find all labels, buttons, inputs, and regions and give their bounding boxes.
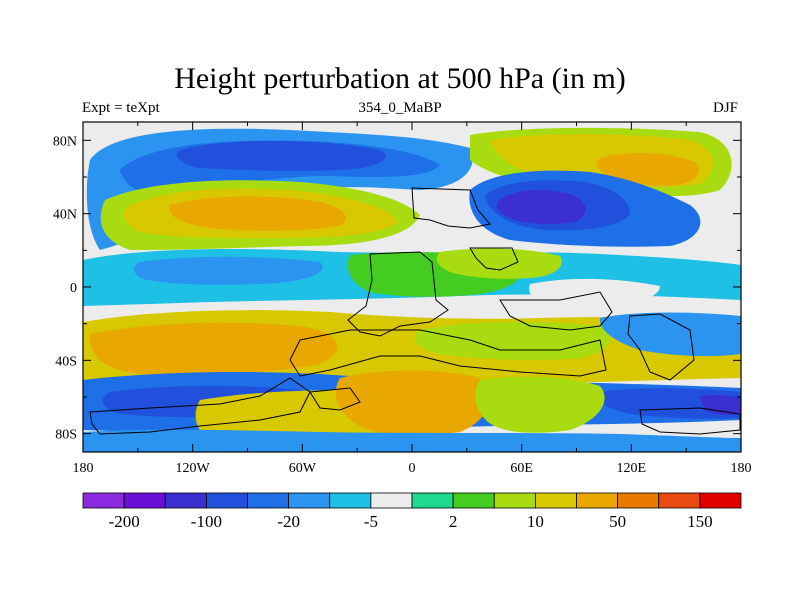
colorbar-label: 150 (687, 512, 713, 531)
colorbar-label: 10 (527, 512, 544, 531)
coastline-outlines (89, 187, 741, 435)
lon-tick-label: 180 (731, 461, 752, 476)
colorbar-swatch (699, 492, 742, 509)
colorbar-swatch (493, 492, 536, 509)
colorbar-label: -100 (191, 512, 222, 531)
lat-tick-label: 80N (53, 134, 77, 149)
time-period-label: 354_0_MaBP (358, 100, 442, 116)
colorbar-swatch (452, 492, 495, 509)
colorbar-swatch (370, 492, 413, 509)
colorbar-swatch (329, 492, 372, 509)
colorbar-label: -200 (109, 512, 140, 531)
experiment-label: Expt = teXpt (82, 100, 160, 116)
colorbar-swatch (247, 492, 290, 509)
colorbar-swatch (164, 492, 207, 509)
colorbar-label: -20 (277, 512, 300, 531)
lon-tick-label: 60W (289, 461, 317, 476)
lon-tick-label: 120W (176, 461, 211, 476)
longitude-axis: 180 120W 60W 0 60E 120E 180 (73, 122, 752, 476)
plot-title: Height perturbation at 500 hPa (in m) (174, 62, 626, 95)
lat-tick-label: 40S (55, 354, 77, 369)
lat-tick-label: 0 (70, 281, 77, 296)
lon-tick-label: 60E (510, 461, 533, 476)
colorbar-swatch (82, 492, 125, 509)
latitude-axis: 80N 40N 0 40S 80S (53, 134, 741, 443)
lat-tick-label: 40N (53, 208, 77, 223)
colorbar-label: 2 (449, 512, 458, 531)
season-label: DJF (712, 100, 738, 116)
lon-tick-label: 120E (617, 461, 647, 476)
contour-field (83, 122, 741, 452)
colorbar-swatch (658, 492, 701, 509)
colorbar-swatch (576, 492, 619, 509)
colorbar-label: 50 (609, 512, 626, 531)
colorbar-swatch (617, 492, 660, 509)
colorbar-swatch (123, 492, 166, 509)
colorbar-swatch (411, 492, 454, 509)
colorbar-swatch (288, 492, 331, 509)
colorbar-label: -5 (364, 512, 378, 531)
colorbar-swatch (205, 492, 248, 509)
colorbar: -200 -100 -20 -5 2 10 50 150 (82, 492, 742, 531)
colorbar-swatch (534, 492, 577, 509)
lat-tick-label: 80S (55, 428, 77, 443)
lon-tick-label: 180 (73, 461, 94, 476)
lon-tick-label: 0 (409, 461, 416, 476)
